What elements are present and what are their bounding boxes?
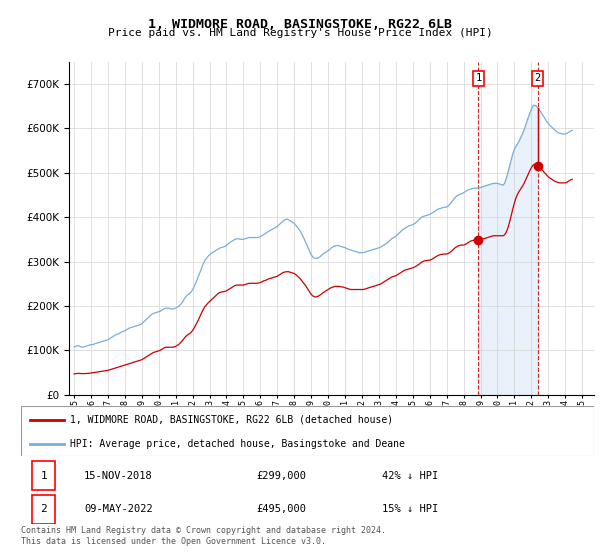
Text: 1, WIDMORE ROAD, BASINGSTOKE, RG22 6LB: 1, WIDMORE ROAD, BASINGSTOKE, RG22 6LB: [148, 18, 452, 31]
Text: 15% ↓ HPI: 15% ↓ HPI: [382, 505, 438, 515]
Text: Contains HM Land Registry data © Crown copyright and database right 2024.
This d: Contains HM Land Registry data © Crown c…: [21, 526, 386, 546]
Text: 1: 1: [41, 471, 47, 481]
Text: £299,000: £299,000: [256, 471, 306, 481]
Text: HPI: Average price, detached house, Basingstoke and Deane: HPI: Average price, detached house, Basi…: [70, 439, 404, 449]
Text: 09-MAY-2022: 09-MAY-2022: [84, 505, 153, 515]
FancyBboxPatch shape: [21, 406, 594, 456]
Text: Price paid vs. HM Land Registry's House Price Index (HPI): Price paid vs. HM Land Registry's House …: [107, 28, 493, 38]
FancyBboxPatch shape: [32, 461, 55, 490]
Text: 2: 2: [41, 505, 47, 515]
FancyBboxPatch shape: [32, 494, 55, 524]
Text: 1: 1: [475, 73, 482, 83]
Text: 1, WIDMORE ROAD, BASINGSTOKE, RG22 6LB (detached house): 1, WIDMORE ROAD, BASINGSTOKE, RG22 6LB (…: [70, 414, 393, 424]
Text: 2: 2: [535, 73, 541, 83]
Text: 15-NOV-2018: 15-NOV-2018: [84, 471, 153, 481]
Text: 42% ↓ HPI: 42% ↓ HPI: [382, 471, 438, 481]
Text: £495,000: £495,000: [256, 505, 306, 515]
